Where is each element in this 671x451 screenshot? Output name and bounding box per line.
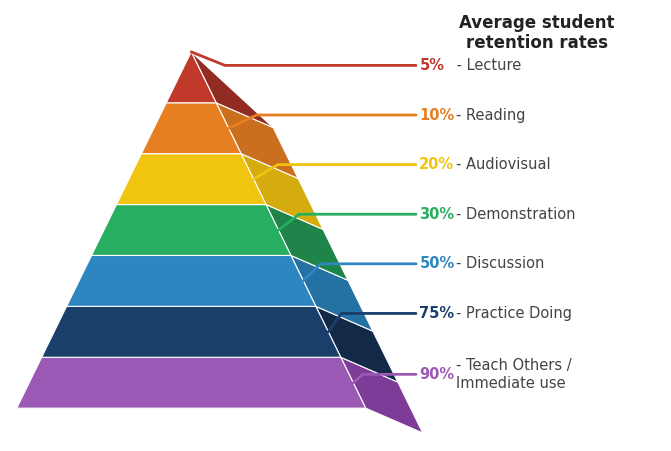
Polygon shape (191, 52, 273, 128)
Text: - Demonstration: - Demonstration (456, 207, 576, 222)
Polygon shape (266, 205, 348, 280)
Text: 50%: 50% (419, 256, 455, 272)
Polygon shape (341, 357, 423, 433)
Polygon shape (91, 205, 291, 255)
Text: 75%: 75% (419, 306, 454, 321)
Polygon shape (42, 306, 341, 357)
Polygon shape (117, 154, 266, 205)
Polygon shape (166, 52, 216, 103)
Text: - Audiovisual: - Audiovisual (456, 157, 551, 172)
Text: 90%: 90% (419, 367, 454, 382)
Text: 20%: 20% (419, 157, 454, 172)
Polygon shape (142, 103, 241, 154)
Text: - Practice Doing: - Practice Doing (456, 306, 572, 321)
Text: - Reading: - Reading (456, 107, 526, 123)
Polygon shape (66, 255, 316, 306)
Polygon shape (241, 154, 323, 230)
Text: 5%: 5% (419, 58, 444, 73)
Text: - Teach Others /
Immediate use: - Teach Others / Immediate use (456, 358, 572, 391)
Polygon shape (17, 357, 366, 408)
Polygon shape (316, 306, 398, 382)
Polygon shape (291, 255, 373, 331)
Text: - Discussion: - Discussion (456, 256, 545, 272)
Text: Average student
retention rates: Average student retention rates (459, 14, 615, 52)
Polygon shape (216, 103, 298, 179)
Text: 10%: 10% (419, 107, 455, 123)
Text: 30%: 30% (419, 207, 454, 222)
Text: - Lecture: - Lecture (452, 58, 521, 73)
